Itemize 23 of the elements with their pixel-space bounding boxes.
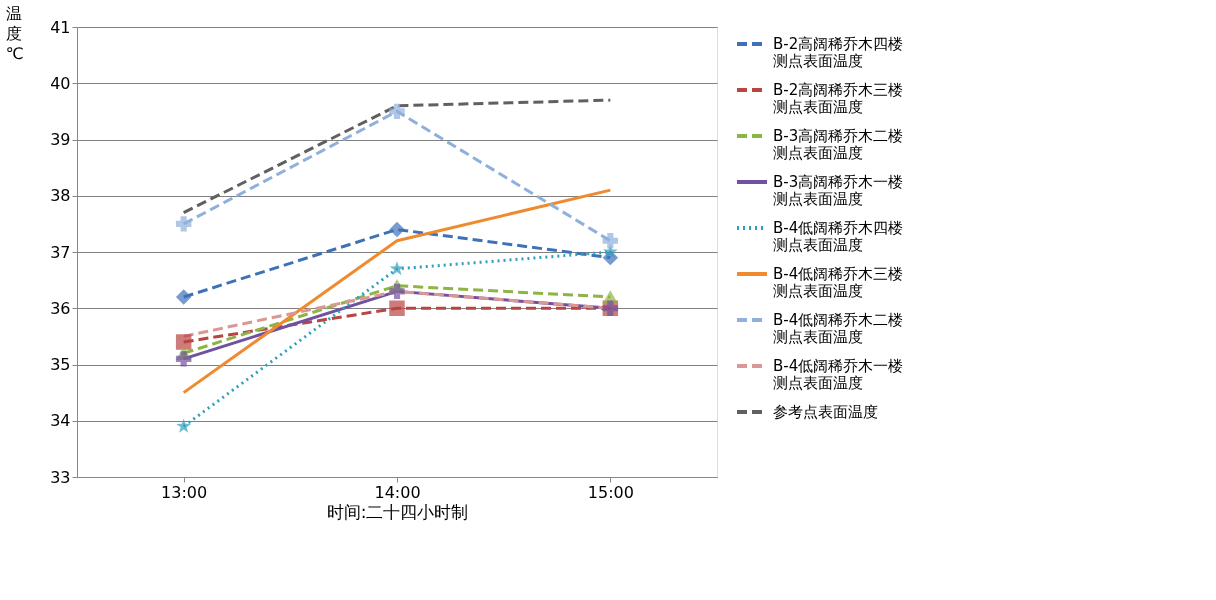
legend-label: B-4低阔稀乔木三楼测点表面温度 bbox=[773, 265, 904, 300]
x-tick-label: 13:00 bbox=[161, 482, 208, 502]
legend-label: B-4低阔稀乔木一楼测点表面温度 bbox=[773, 357, 904, 392]
legend-label: B-3高阔稀乔木二楼测点表面温度 bbox=[773, 127, 904, 162]
y-tick-label: 40 bbox=[50, 73, 71, 93]
y-tick-label: 34 bbox=[50, 411, 71, 431]
legend-label: B-2高阔稀乔木三楼测点表面温度 bbox=[773, 81, 904, 116]
legend-label: B-4低阔稀乔木二楼测点表面温度 bbox=[773, 311, 904, 346]
x-axis-title: 时间:二十四小时制 bbox=[326, 501, 469, 522]
y-tick-label: 38 bbox=[50, 186, 71, 206]
x-tick-label: 15:00 bbox=[587, 482, 634, 502]
y-axis-title: 温度℃ bbox=[5, 3, 24, 63]
x-tick-label: 14:00 bbox=[374, 482, 421, 502]
legend-label: B-4低阔稀乔木四楼测点表面温度 bbox=[773, 219, 904, 254]
legend-label: B-3高阔稀乔木一楼测点表面温度 bbox=[773, 173, 904, 208]
y-tick-label: 41 bbox=[50, 17, 71, 37]
legend-label: 参考点表面温度 bbox=[773, 403, 878, 421]
y-tick-label: 35 bbox=[50, 355, 71, 374]
legend-label: B-2高阔稀乔木四楼测点表面温度 bbox=[773, 35, 904, 70]
y-tick-label: 36 bbox=[50, 298, 71, 318]
y-tick-label: 37 bbox=[50, 242, 71, 262]
y-tick-label: 33 bbox=[50, 467, 71, 487]
y-tick-label: 39 bbox=[50, 130, 71, 149]
